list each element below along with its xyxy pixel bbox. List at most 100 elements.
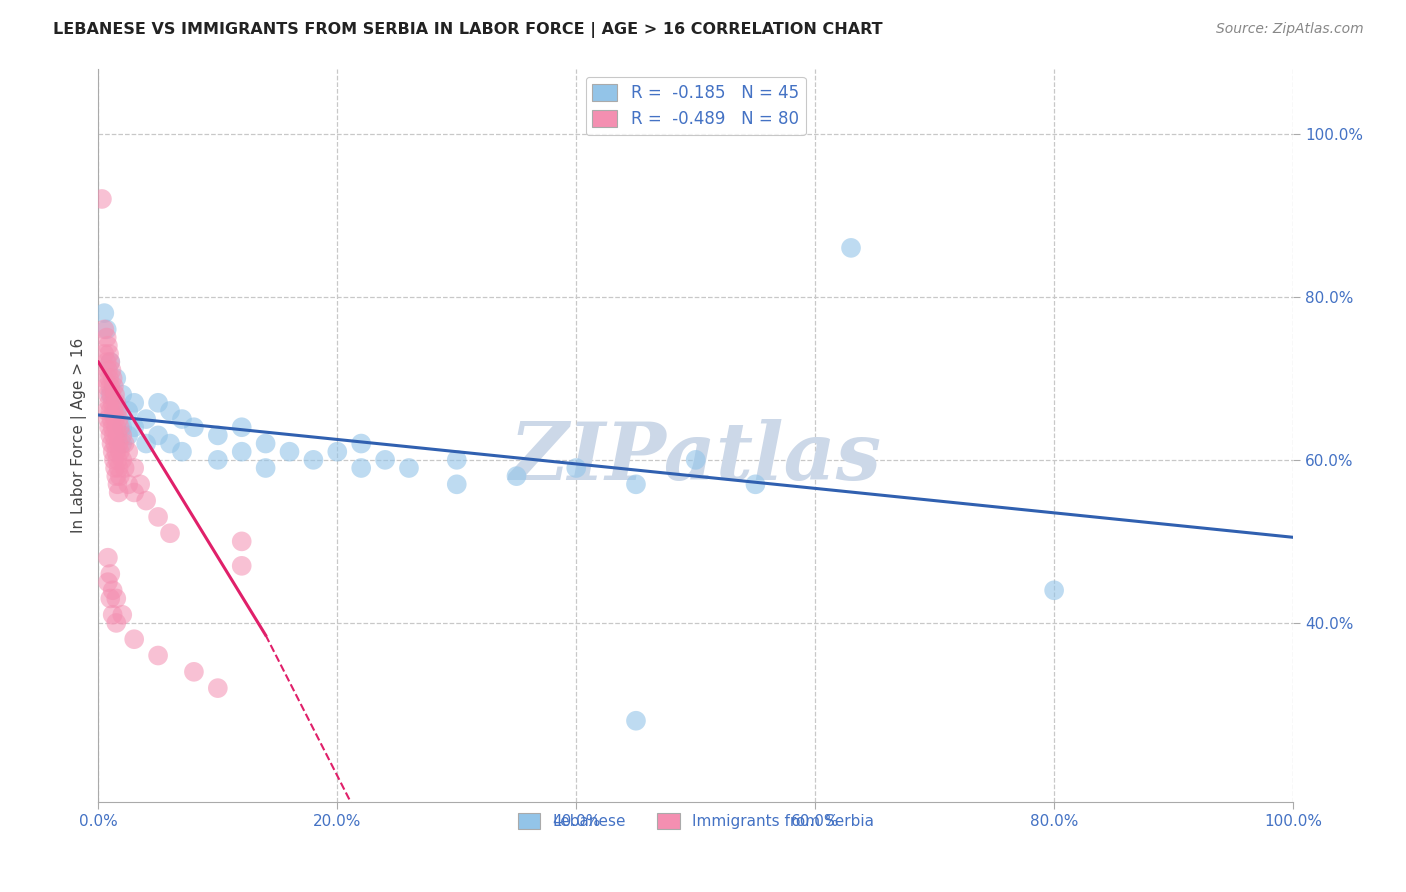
Point: [839, 241, 862, 255]
Point: [103, 428, 125, 442]
Point: [108, 444, 131, 458]
Point: [98, 591, 121, 606]
Point: [146, 648, 169, 663]
Point: [98, 379, 121, 393]
Point: [107, 461, 129, 475]
Point: [101, 396, 124, 410]
Point: [96, 355, 118, 369]
Point: [101, 607, 124, 622]
Point: [103, 453, 125, 467]
Point: [170, 444, 193, 458]
Point: [105, 420, 128, 434]
Point: [170, 412, 193, 426]
Point: [108, 469, 131, 483]
Point: [108, 420, 131, 434]
Point: [278, 444, 301, 458]
Point: [107, 404, 129, 418]
Point: [107, 453, 129, 467]
Point: [624, 714, 647, 728]
Point: [93, 306, 115, 320]
Point: [98, 428, 121, 442]
Point: [107, 412, 129, 426]
Point: [111, 453, 134, 467]
Point: [98, 371, 121, 385]
Point: [350, 461, 373, 475]
Point: [98, 355, 121, 369]
Point: [96, 404, 118, 418]
Point: [104, 412, 127, 426]
Point: [1043, 583, 1066, 598]
Point: [97, 412, 120, 426]
Point: [231, 420, 253, 434]
Point: [111, 387, 134, 401]
Point: [231, 534, 253, 549]
Point: [122, 485, 145, 500]
Point: [97, 550, 120, 565]
Point: [505, 469, 527, 483]
Point: [96, 330, 118, 344]
Point: [107, 436, 129, 450]
Point: [135, 412, 157, 426]
Point: [111, 436, 134, 450]
Point: [129, 477, 152, 491]
Point: [101, 444, 124, 458]
Point: [98, 347, 121, 361]
Point: [101, 371, 124, 385]
Point: [744, 477, 766, 491]
Point: [146, 428, 169, 442]
Point: [114, 436, 136, 450]
Point: [207, 428, 229, 442]
Point: [326, 444, 349, 458]
Point: [98, 420, 121, 434]
Point: [254, 436, 277, 450]
Point: [97, 363, 120, 377]
Point: [350, 436, 373, 450]
Point: [93, 347, 115, 361]
Point: [93, 322, 115, 336]
Point: [685, 453, 707, 467]
Point: [122, 461, 145, 475]
Point: [98, 355, 121, 369]
Point: [100, 363, 122, 377]
Point: [446, 477, 468, 491]
Point: [97, 339, 120, 353]
Point: [105, 371, 128, 385]
Point: [146, 396, 169, 410]
Legend: Lebanese, Immigrants from Serbia: Lebanese, Immigrants from Serbia: [512, 806, 880, 835]
Point: [159, 526, 181, 541]
Point: [207, 453, 229, 467]
Point: [111, 607, 134, 622]
Point: [135, 493, 157, 508]
Point: [107, 485, 129, 500]
Text: ZIPatlas: ZIPatlas: [509, 418, 882, 496]
Point: [104, 387, 127, 401]
Point: [105, 615, 128, 630]
Point: [96, 322, 118, 336]
Point: [105, 591, 128, 606]
Point: [374, 453, 396, 467]
Point: [93, 371, 115, 385]
Point: [207, 681, 229, 695]
Point: [117, 428, 139, 442]
Point: [103, 404, 125, 418]
Point: [101, 583, 124, 598]
Y-axis label: In Labor Force | Age > 16: In Labor Force | Age > 16: [72, 338, 87, 533]
Point: [122, 396, 145, 410]
Point: [117, 404, 139, 418]
Point: [98, 404, 121, 418]
Point: [117, 444, 139, 458]
Point: [98, 566, 121, 581]
Point: [105, 444, 128, 458]
Point: [122, 632, 145, 647]
Point: [101, 420, 124, 434]
Point: [254, 461, 277, 475]
Point: [146, 510, 169, 524]
Point: [111, 420, 134, 434]
Point: [105, 396, 128, 410]
Point: [105, 469, 128, 483]
Point: [117, 477, 139, 491]
Point: [446, 453, 468, 467]
Point: [183, 420, 205, 434]
Point: [107, 477, 129, 491]
Text: Source: ZipAtlas.com: Source: ZipAtlas.com: [1216, 22, 1364, 37]
